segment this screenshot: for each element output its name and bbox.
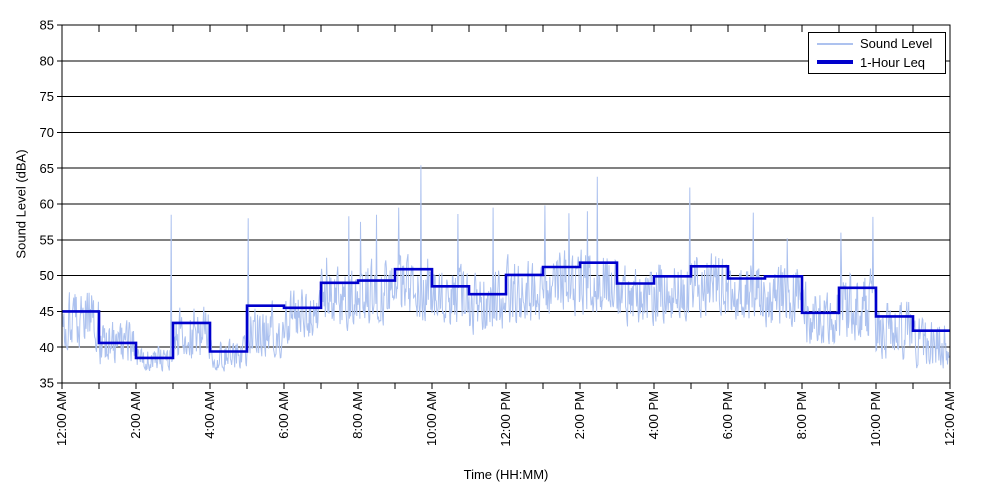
x-axis-title: Time (HH:MM) bbox=[463, 467, 549, 482]
svg-text:4:00 AM: 4:00 AM bbox=[202, 391, 217, 439]
svg-text:50: 50 bbox=[40, 268, 54, 283]
svg-text:6:00 AM: 6:00 AM bbox=[276, 391, 291, 439]
svg-text:12:00 AM: 12:00 AM bbox=[54, 391, 69, 446]
sound-level-trace bbox=[61, 165, 950, 372]
svg-text:10:00 PM: 10:00 PM bbox=[868, 391, 883, 447]
svg-text:40: 40 bbox=[40, 340, 54, 355]
legend-item-leq: 1-Hour Leq bbox=[809, 55, 945, 70]
legend-label-sound-level: Sound Level bbox=[860, 36, 933, 52]
gridlines bbox=[62, 60, 950, 348]
svg-text:70: 70 bbox=[40, 125, 54, 140]
leq-line-swatch bbox=[817, 60, 853, 65]
svg-text:75: 75 bbox=[40, 89, 54, 104]
svg-text:60: 60 bbox=[40, 197, 54, 212]
svg-text:85: 85 bbox=[40, 18, 54, 33]
svg-text:80: 80 bbox=[40, 53, 54, 68]
axis-ticks bbox=[57, 24, 951, 389]
legend: Sound Level 1-Hour Leq bbox=[808, 32, 946, 74]
svg-text:12:00 AM: 12:00 AM bbox=[942, 391, 957, 446]
svg-text:45: 45 bbox=[40, 304, 54, 319]
svg-text:65: 65 bbox=[40, 161, 54, 176]
svg-text:12:00 PM: 12:00 PM bbox=[498, 391, 513, 447]
legend-item-sound-level: Sound Level bbox=[809, 36, 945, 51]
leq-step-line bbox=[62, 261, 950, 360]
legend-label-leq: 1-Hour Leq bbox=[860, 54, 926, 70]
svg-text:8:00 AM: 8:00 AM bbox=[350, 391, 365, 439]
svg-text:10:00 AM: 10:00 AM bbox=[424, 391, 439, 446]
sound-level-line-swatch bbox=[817, 42, 853, 45]
svg-text:4:00 PM: 4:00 PM bbox=[646, 391, 661, 439]
svg-text:2:00 AM: 2:00 AM bbox=[128, 391, 143, 439]
x-tick-labels: 12:00 AM 2:00 AM 4:00 AM 6:00 AM 8:00 AM 10:0… bbox=[54, 391, 957, 447]
svg-text:55: 55 bbox=[40, 232, 54, 247]
svg-text:35: 35 bbox=[40, 376, 54, 391]
svg-text:8:00 PM: 8:00 PM bbox=[794, 391, 809, 439]
svg-text:6:00 PM: 6:00 PM bbox=[720, 391, 735, 439]
svg-text:2:00 PM: 2:00 PM bbox=[572, 391, 587, 439]
y-tick-labels: 85 80 75 70 65 60 55 50 45 40 35 bbox=[40, 18, 54, 391]
y-axis-title: Sound Level (dBA) bbox=[13, 149, 29, 259]
